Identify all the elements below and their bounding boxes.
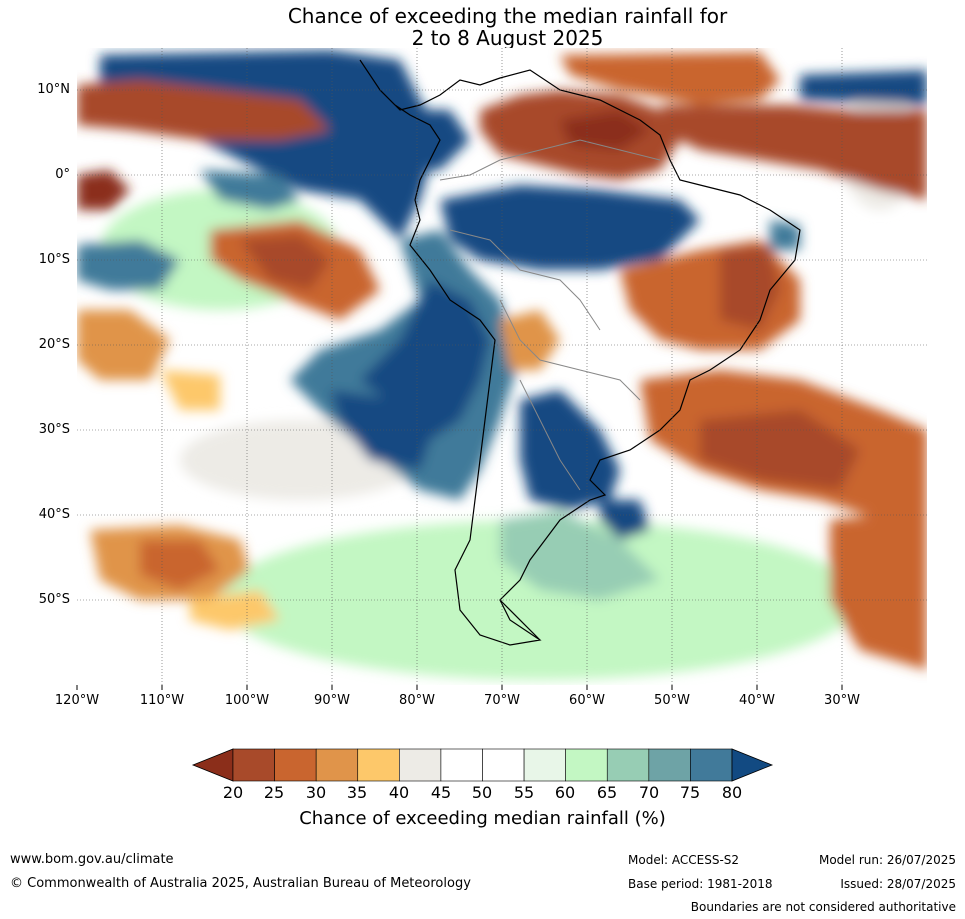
colorbar-tick-45: 45: [430, 783, 452, 802]
colorbar-tick-35: 35: [346, 783, 368, 802]
footer-url: www.bom.gov.au/climate: [10, 852, 174, 867]
lon-label-90w: 90°W: [314, 693, 350, 708]
colorbar-tick-30: 30: [305, 783, 327, 802]
footer-disclaimer: Boundaries are not considered authoritat…: [690, 900, 956, 914]
map-ticks: [76, 685, 843, 690]
colorbar-bin: [274, 748, 317, 782]
graticule: [77, 48, 927, 685]
lon-label-50w: 50°W: [654, 693, 690, 708]
colorbar-bin: [690, 748, 733, 782]
colorbar: [191, 748, 774, 782]
footer-copyright: © Commonwealth of Australia 2025, Austra…: [10, 876, 471, 891]
footer-base-period: Base period: 1981-2018: [628, 877, 773, 891]
lon-label-100w: 100°W: [224, 693, 270, 708]
lat-label-30s: 30°S: [38, 422, 70, 437]
colorbar-tick-60: 60: [554, 783, 576, 802]
rainfall-field: [77, 48, 927, 685]
lon-label-70w: 70°W: [484, 693, 520, 708]
lat-label-0: 0°: [55, 167, 70, 182]
lat-label-40s: 40°S: [38, 507, 70, 522]
colorbar-tick-65: 65: [596, 783, 618, 802]
lon-label-120w: 120°W: [54, 693, 100, 708]
map-title-line2: 2 to 8 August 2025: [411, 26, 604, 50]
colorbar-arrow-high: [731, 748, 774, 782]
colorbar-bin: [232, 748, 275, 782]
lon-label-80w: 80°W: [399, 693, 435, 708]
map-title-line1: Chance of exceeding the median rainfall …: [287, 4, 728, 28]
colorbar-bin: [523, 748, 566, 782]
colorbar-tick-25: 25: [263, 783, 285, 802]
lat-label-10s: 10°S: [38, 252, 70, 267]
lon-label-110w: 110°W: [139, 693, 185, 708]
footer-issued: Issued: 28/07/2025: [840, 877, 956, 891]
colorbar-bin: [315, 748, 359, 782]
colorbar-bin: [399, 748, 442, 782]
lon-label-30w: 30°W: [824, 693, 860, 708]
coastline: [359, 59, 801, 646]
colorbar-bin: [357, 748, 400, 782]
colorbar-tick-55: 55: [513, 783, 535, 802]
colorbar-bin: [606, 748, 650, 782]
colorbar-tick-70: 70: [638, 783, 660, 802]
footer-model-run: Model run: 26/07/2025: [818, 853, 956, 867]
lat-label-20s: 20°S: [38, 337, 70, 352]
lat-label-50s: 50°S: [38, 592, 70, 607]
colorbar-bin: [440, 748, 483, 782]
colorbar-tick-20: 20: [222, 783, 244, 802]
lon-label-40w: 40°W: [739, 693, 775, 708]
colorbar-tick-40: 40: [388, 783, 410, 802]
footer-model: Model: ACCESS-S2: [628, 853, 740, 867]
colorbar-tick-80: 80: [721, 783, 743, 802]
colorbar-arrow-low: [191, 748, 234, 782]
colorbar-bin: [482, 748, 525, 782]
colorbar-bin: [648, 748, 691, 782]
lon-label-60w: 60°W: [569, 693, 605, 708]
lat-label-10n: 10°N: [37, 82, 70, 97]
colorbar-tick-50: 50: [471, 783, 493, 802]
colorbar-title: Chance of exceeding median rainfall (%): [299, 808, 666, 829]
colorbar-tick-75: 75: [679, 783, 701, 802]
colorbar-bin: [565, 748, 608, 782]
